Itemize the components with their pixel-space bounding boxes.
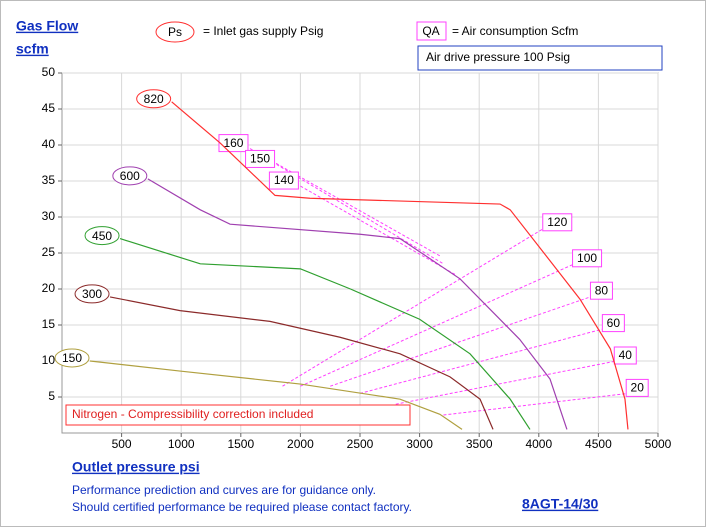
qa-label: 60 [607, 316, 621, 330]
y-tick-label: 20 [42, 281, 56, 295]
series-label: 450 [92, 229, 112, 243]
y-tick-label: 10 [42, 353, 56, 367]
series-line [109, 296, 494, 430]
series-line [89, 360, 463, 430]
qa-line [330, 295, 593, 387]
gas-note-box [65, 404, 411, 426]
x-tick-label: 2000 [287, 437, 314, 451]
gas-note: Nitrogen - Compressibility correction in… [72, 407, 313, 421]
qa-key: QA [422, 24, 439, 38]
drive-note: Air drive pressure 100 Psig [426, 50, 570, 64]
qa-label: 140 [274, 173, 294, 187]
ps-key: Ps [168, 25, 182, 39]
x-tick-label: 3000 [406, 437, 433, 451]
qa-label-box [268, 171, 299, 190]
x-tick-label: 5000 [645, 437, 672, 451]
qa-label-box [218, 134, 249, 153]
y-tick-label: 30 [42, 209, 56, 223]
y-tick-label: 45 [42, 101, 56, 115]
ps-key-ellipse [155, 21, 195, 43]
qa-label: 160 [223, 136, 243, 150]
y-tick-label: 25 [42, 245, 56, 259]
qa-label: 40 [619, 348, 633, 362]
series-label-ellipse [136, 89, 172, 109]
ps-legend: = Inlet gas supply Psig [203, 24, 323, 38]
y-tick-label: 35 [42, 173, 56, 187]
series-label: 150 [62, 351, 82, 365]
y-axis-label: Gas Flow [16, 18, 78, 34]
qa-line [276, 164, 444, 265]
qa-label: 100 [577, 251, 597, 265]
y-tick-label: 5 [48, 389, 55, 403]
qa-label: 150 [250, 152, 270, 166]
series-line [147, 178, 568, 430]
series-label-ellipse [84, 226, 120, 246]
qa-line [359, 328, 605, 394]
qa-label: 120 [547, 215, 567, 229]
drive-note-box [417, 45, 663, 71]
series-label-ellipse [112, 166, 148, 186]
y-axis-unit: scfm [16, 41, 49, 57]
qa-label-box [601, 314, 625, 333]
x-axis-label: Outlet pressure psi [72, 459, 200, 475]
series-label: 300 [82, 287, 102, 301]
x-tick-label: 2500 [347, 437, 374, 451]
x-tick-label: 1000 [168, 437, 195, 451]
qa-line [395, 360, 617, 405]
x-tick-label: 4500 [585, 437, 612, 451]
x-tick-label: 4000 [525, 437, 552, 451]
qa-label-box [613, 346, 637, 365]
series-label: 820 [144, 92, 164, 106]
series-line [119, 238, 531, 430]
qa-label-box [542, 213, 573, 232]
qa-label: 20 [631, 381, 645, 395]
y-tick-label: 50 [42, 65, 56, 79]
qa-key-box [416, 21, 447, 41]
x-tick-label: 3500 [466, 437, 493, 451]
qa-legend: = Air consumption Scfm [452, 24, 578, 38]
qa-label-box [589, 281, 613, 300]
qa-line [443, 392, 629, 416]
x-tick-label: 500 [112, 437, 132, 451]
y-tick-label: 40 [42, 137, 56, 151]
series-label-ellipse [54, 348, 90, 368]
qa-line [300, 263, 575, 387]
qa-label-box [245, 149, 276, 168]
qa-line [282, 227, 546, 387]
y-tick-label: 15 [42, 317, 56, 331]
series-label-ellipse [74, 284, 110, 304]
qa-label-box [625, 378, 649, 397]
qa-label: 80 [595, 283, 609, 297]
series-line [171, 101, 629, 430]
footer-line: Performance prediction and curves are fo… [72, 483, 376, 497]
qa-line [249, 148, 441, 257]
qa-label-box [572, 249, 603, 268]
series-label: 600 [120, 169, 140, 183]
footer-line: Should certified performance be required… [72, 500, 412, 514]
model-name: 8AGT-14/30 [522, 496, 598, 512]
x-tick-label: 1500 [227, 437, 254, 451]
